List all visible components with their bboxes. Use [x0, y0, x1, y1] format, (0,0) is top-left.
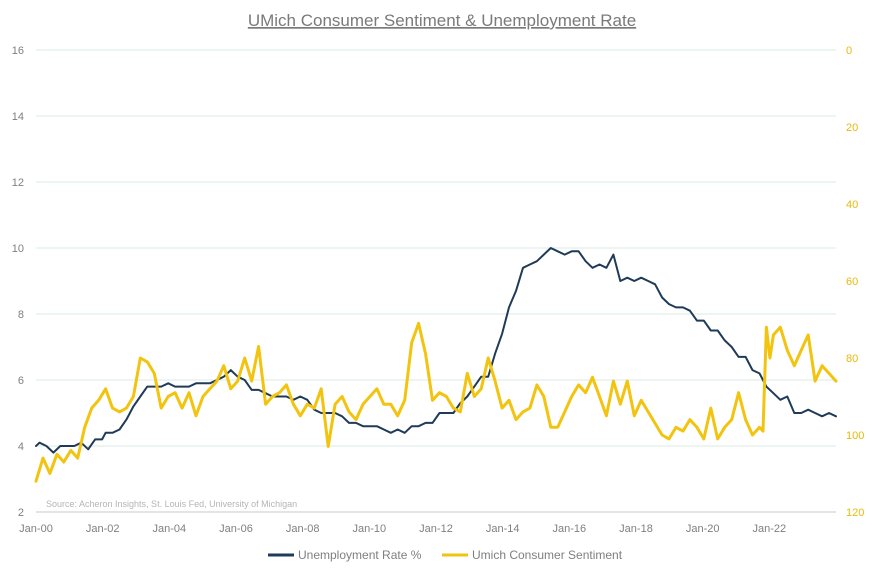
right-tick-label: 0: [846, 45, 852, 57]
left-tick-label: 8: [18, 309, 24, 321]
chart-title: UMich Consumer Sentiment & Unemployment …: [248, 11, 636, 30]
left-tick-label: 12: [12, 177, 24, 189]
legend: Unemployment Rate % Umich Consumer Sentim…: [268, 548, 623, 562]
legend-label-sentiment: Umich Consumer Sentiment: [472, 548, 623, 562]
x-tick-label: Jan-22: [753, 523, 787, 535]
series-layer: [34, 247, 838, 483]
right-axis: 0 20 40 60 80 100 120: [846, 45, 864, 519]
left-tick-label: 6: [18, 375, 24, 387]
x-tick-label: Jan-16: [553, 523, 587, 535]
left-tick-label: 16: [12, 45, 24, 57]
x-tick-label: Jan-00: [19, 523, 53, 535]
left-tick-label: 4: [18, 441, 24, 453]
left-tick-label: 14: [12, 111, 24, 123]
left-tick-label: 2: [18, 507, 24, 519]
x-tick-label: Jan-10: [353, 523, 387, 535]
x-tick-label: Jan-14: [486, 523, 520, 535]
x-tick-label: Jan-12: [419, 523, 453, 535]
right-tick-label: 80: [846, 353, 858, 365]
source-note: Source: Acheron Insights, St. Louis Fed,…: [46, 499, 297, 509]
sentiment-line: [34, 321, 838, 483]
x-tick-label: Jan-02: [86, 523, 120, 535]
unemployment-line: [35, 247, 837, 454]
x-tick-label: Jan-20: [686, 523, 720, 535]
right-tick-label: 20: [846, 122, 858, 134]
right-tick-label: 100: [846, 430, 864, 442]
x-tick-label: Jan-18: [619, 523, 653, 535]
left-axis: 2 4 6 8 10 12 14 16: [12, 45, 24, 519]
right-tick-label: 120: [846, 507, 864, 519]
right-tick-label: 60: [846, 276, 858, 288]
grid-layer: [36, 49, 836, 513]
x-tick-label: Jan-06: [219, 523, 253, 535]
left-tick-label: 10: [12, 243, 24, 255]
legend-label-unemployment: Unemployment Rate %: [298, 548, 422, 562]
right-tick-label: 40: [846, 199, 858, 211]
x-axis: Jan-00 Jan-02 Jan-04 Jan-06 Jan-08 Jan-10 Jan-…: [19, 523, 786, 535]
x-tick-label: Jan-04: [153, 523, 187, 535]
x-tick-label: Jan-08: [286, 523, 320, 535]
